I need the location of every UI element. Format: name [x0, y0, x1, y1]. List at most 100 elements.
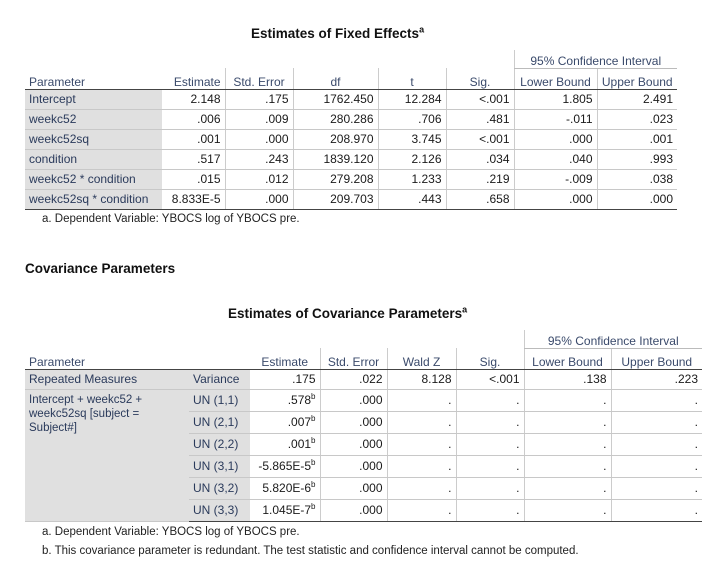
cell-wald-z: .	[386, 455, 456, 478]
cell-df: 1762.450	[292, 89, 378, 110]
cell-std-error: .000	[319, 499, 387, 522]
fixed-effects-table: 95% Confidence Interval Parameter Estima…	[25, 50, 677, 210]
cell-upper-bound: .	[610, 433, 702, 456]
cell-sig: .034	[445, 149, 514, 170]
cell-estimate: 2.148	[162, 89, 225, 110]
col-blank	[189, 348, 250, 370]
cell-upper-bound: .	[610, 411, 702, 434]
cell-df: 208.970	[292, 129, 378, 150]
ci-header: 95% Confidence Interval	[523, 330, 702, 349]
cell-estimate: .517	[162, 149, 225, 170]
col-std-error: Std. Error	[224, 68, 293, 90]
cell-sig: .481	[445, 109, 514, 130]
estimate-value: -5.865E-5	[258, 459, 312, 473]
cell-lower-bound: .	[523, 433, 611, 456]
row-sublabel: UN (2,1)	[189, 411, 250, 434]
cell-t: .706	[377, 109, 446, 130]
cell-lower-bound: -.009	[513, 169, 597, 190]
cell-sig: .219	[445, 169, 514, 190]
cov-footnote-a: a. Dependent Variable: YBOCS log of YBOC…	[42, 526, 300, 538]
cell-sig: .	[455, 389, 524, 412]
col-t: t	[377, 68, 446, 90]
table-row: weekc52sq .001.000 208.970 3.745 <.001.000.0…	[25, 129, 677, 150]
cell-t: .443	[377, 189, 446, 210]
row-label: weekc52sq	[25, 129, 162, 150]
estimate-value: .578	[287, 393, 312, 407]
col-parameter: Parameter	[25, 68, 162, 90]
covariance-table: 95% Confidence Interval Parameter Estima…	[25, 330, 702, 522]
cell-estimate: .001	[162, 129, 225, 150]
cell-estimate: 5.820E-6b	[250, 477, 320, 500]
table-row: weekc52.006.009 280.286.706.481 -.011.023	[25, 109, 677, 130]
cell-wald-z: .	[386, 499, 456, 522]
cell-sig: <.001	[455, 369, 524, 390]
group-label: Intercept + weekc52 + weekc52sq [subject …	[25, 389, 189, 522]
row-label: Intercept	[25, 89, 162, 110]
cell-sig: .	[455, 499, 524, 522]
cell-std-error: .000	[224, 129, 293, 150]
cell-estimate: 8.833E-5	[162, 189, 225, 210]
cell-sig: .	[455, 477, 524, 500]
row-label: weekc52	[25, 109, 162, 130]
row-sublabel: Variance	[189, 369, 250, 390]
cell-upper-bound: 2.491	[596, 89, 677, 110]
cell-sig: .	[455, 455, 524, 478]
cell-wald-z: 8.128	[386, 369, 456, 390]
cell-sig: <.001	[445, 129, 514, 150]
col-std-error: Std. Error	[319, 348, 387, 370]
cell-upper-bound: .001	[596, 129, 677, 150]
ci-header: 95% Confidence Interval	[513, 50, 677, 69]
estimate-value: .001	[287, 437, 312, 451]
table-row: UN (2,1) .007b .000....	[25, 411, 702, 434]
col-upper-bound: Upper Bound	[610, 348, 702, 370]
cell-upper-bound: .	[610, 499, 702, 522]
col-upper-bound: Upper Bound	[596, 68, 677, 90]
cell-std-error: .000	[319, 433, 387, 456]
row-label: weekc52sq * condition	[25, 189, 162, 210]
row-sublabel: UN (1,1)	[189, 389, 250, 412]
col-estimate: Estimate	[162, 68, 225, 90]
col-sig: Sig.	[445, 68, 514, 90]
cell-estimate: .001b	[250, 433, 320, 456]
cell-std-error: .022	[319, 369, 387, 390]
cell-wald-z: .	[386, 389, 456, 412]
estimate-value: 1.045E-7	[262, 503, 312, 517]
cell-wald-z: .	[386, 433, 456, 456]
cell-lower-bound: .138	[523, 369, 611, 390]
row-label: weekc52 * condition	[25, 169, 162, 190]
cell-sig: .658	[445, 189, 514, 210]
cell-upper-bound: .993	[596, 149, 677, 170]
cell-lower-bound: .040	[513, 149, 597, 170]
cell-upper-bound: .038	[596, 169, 677, 190]
cell-upper-bound: .000	[596, 189, 677, 210]
table-row: UN (3,1) -5.865E-5b .000....	[25, 455, 702, 478]
cell-t: 12.284	[377, 89, 446, 110]
row-sublabel: UN (3,2)	[189, 477, 250, 500]
col-wald-z: Wald Z	[386, 348, 456, 370]
table-row: Intercept 2.148.175 1762.450 12.284 <.001 1.8…	[25, 89, 677, 110]
cell-df: 280.286	[292, 109, 378, 130]
cell-lower-bound: .000	[513, 129, 597, 150]
cell-t: 1.233	[377, 169, 446, 190]
table-row: weekc52 * condition .015.012 279.208 1.233.…	[25, 169, 677, 190]
row-sublabel: UN (3,3)	[189, 499, 250, 522]
cell-upper-bound: .	[610, 455, 702, 478]
table-row: UN (2,2) .001b .000....	[25, 433, 702, 456]
cell-upper-bound: .223	[610, 369, 702, 390]
cell-std-error: .009	[224, 109, 293, 130]
cell-estimate: 1.045E-7b	[250, 499, 320, 522]
cell-lower-bound: .	[523, 389, 611, 412]
cell-estimate: -5.865E-5b	[250, 455, 320, 478]
cell-std-error: .175	[224, 89, 293, 110]
col-lower-bound: Lower Bound	[523, 348, 611, 370]
group-label-line: Intercept + weekc52 +	[29, 393, 143, 406]
cell-upper-bound: .	[610, 477, 702, 500]
cell-df: 279.208	[292, 169, 378, 190]
footnote-marker: b	[311, 480, 316, 489]
row-label: condition	[25, 149, 162, 170]
col-estimate: Estimate	[250, 348, 320, 370]
cell-std-error: .000	[319, 389, 387, 412]
estimate-value: 5.820E-6	[262, 481, 312, 495]
table-row: UN (3,3) 1.045E-7b .000....	[25, 499, 702, 522]
cell-sig: <.001	[445, 89, 514, 110]
